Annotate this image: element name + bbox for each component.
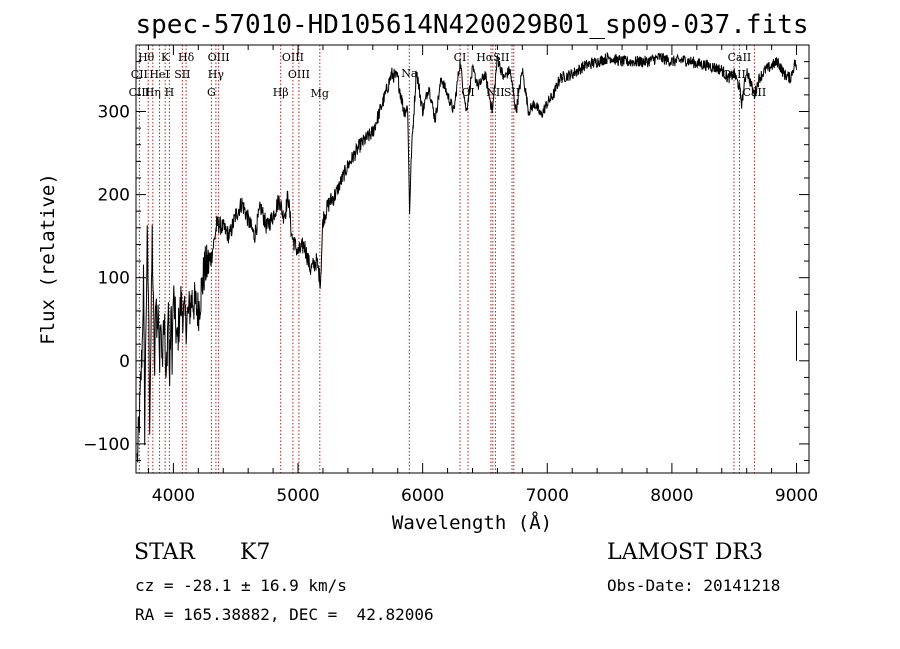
line-annotation: CI bbox=[454, 51, 467, 64]
y-tick-label: −100 bbox=[83, 435, 130, 455]
line-annotation: G bbox=[207, 86, 216, 99]
line-annotation: CaII bbox=[728, 51, 752, 64]
line-annotation: CII bbox=[131, 68, 148, 81]
x-tick-label: 8000 bbox=[650, 486, 693, 506]
plot-frame bbox=[135, 44, 810, 474]
line-annotation: HeI bbox=[149, 68, 169, 81]
line-annotation: Hθ bbox=[138, 51, 155, 64]
object-subclass: K7 bbox=[240, 540, 271, 565]
obs-date: Obs-Date: 20141218 bbox=[607, 576, 781, 595]
y-tick-label: 300 bbox=[98, 102, 130, 122]
y-axis-ticks: −100 0 100 200 300 bbox=[83, 61, 809, 462]
line-annotation: SII bbox=[174, 68, 190, 81]
survey-name: LAMOST DR3 bbox=[607, 540, 763, 565]
line-annotation: Hδ bbox=[178, 51, 195, 64]
line-annotation: OIII bbox=[288, 68, 310, 81]
line-annotation: CaII bbox=[743, 86, 767, 99]
x-tick-label: 4000 bbox=[152, 486, 195, 506]
line-annotation: Na bbox=[401, 67, 418, 80]
y-tick-label: 100 bbox=[98, 269, 130, 289]
line-annotation: CIII bbox=[129, 86, 150, 99]
line-annotation: CaII bbox=[722, 68, 746, 81]
x-tick-label: 6000 bbox=[401, 486, 444, 506]
redshift-cz: cz = -28.1 ± 16.9 km/s bbox=[135, 576, 347, 595]
line-annotation: NII bbox=[486, 86, 504, 99]
y-axis-label: Flux (relative) bbox=[37, 173, 59, 345]
y-tick-label: 0 bbox=[119, 352, 130, 372]
spectrum-line bbox=[136, 51, 797, 463]
line-annotation: OIII bbox=[282, 51, 304, 64]
x-axis-ticks: 4000 5000 6000 7000 8000 9000 bbox=[147, 45, 818, 506]
object-class: STAR bbox=[134, 540, 195, 565]
line-annotation: OI bbox=[461, 86, 474, 99]
line-annotation: SII bbox=[504, 86, 520, 99]
line-annotation: Hγ bbox=[208, 68, 225, 81]
x-tick-label: 7000 bbox=[526, 486, 569, 506]
line-annotation: K bbox=[161, 51, 170, 64]
chart-title: spec-57010-HD105614N420029B01_sp09-037.f… bbox=[135, 10, 808, 40]
line-annotation: H bbox=[165, 86, 175, 99]
line-annotation: OIII bbox=[208, 51, 230, 64]
coordinates: RA = 165.38882, DEC = 42.82006 bbox=[135, 605, 434, 624]
line-annotation: Hβ bbox=[273, 86, 289, 99]
line-annotation: Mg bbox=[311, 87, 329, 100]
y-tick-label: 200 bbox=[98, 186, 130, 206]
line-annotation: HαSII bbox=[476, 51, 509, 64]
x-tick-label: 5000 bbox=[276, 486, 319, 506]
line-annotation: Hη bbox=[145, 86, 161, 99]
x-axis-label: Wavelength (Å) bbox=[392, 511, 552, 534]
x-tick-label: 9000 bbox=[775, 486, 818, 506]
line-markers bbox=[138, 45, 755, 473]
